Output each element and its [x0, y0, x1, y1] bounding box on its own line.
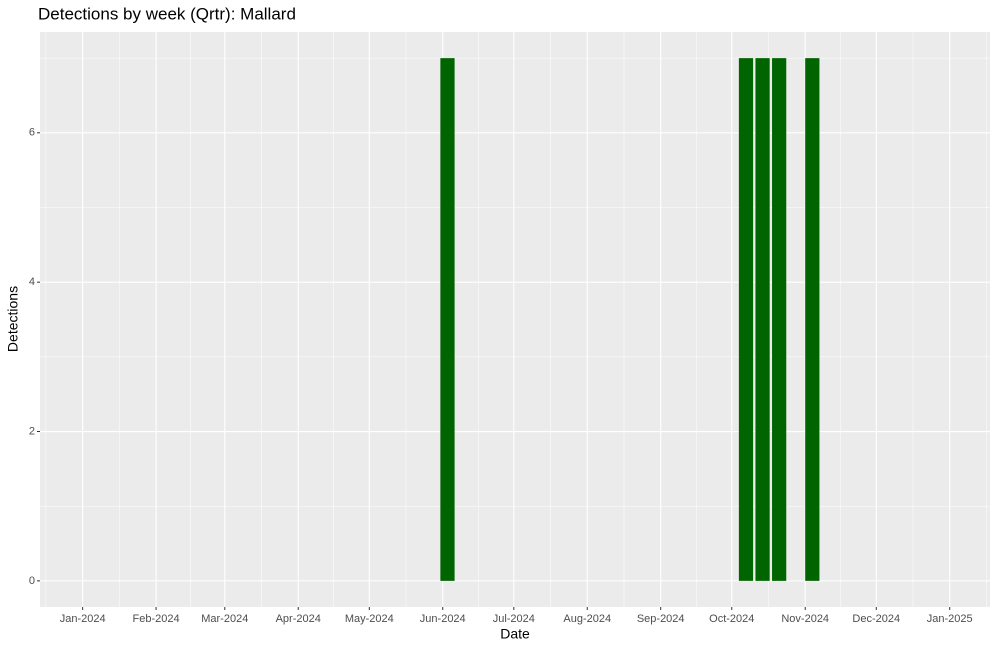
- x-tick-label: Dec-2024: [852, 613, 900, 625]
- bar: [772, 58, 787, 581]
- x-tick-label: Nov-2024: [781, 613, 829, 625]
- bar: [805, 58, 820, 581]
- y-tick-label: 6: [29, 127, 35, 139]
- x-tick-label: Jun-2024: [420, 613, 466, 625]
- chart-title: Detections by week (Qrtr): Mallard: [38, 4, 296, 23]
- x-axis-title: Date: [500, 626, 530, 642]
- x-tick-label: Sep-2024: [637, 613, 685, 625]
- bar: [440, 58, 455, 581]
- x-tick-label: Jan-2025: [927, 613, 973, 625]
- x-tick-label: Jan-2024: [60, 613, 106, 625]
- x-tick-label: Oct-2024: [709, 613, 754, 625]
- x-tick-label: Mar-2024: [201, 613, 248, 625]
- y-tick-label: 0: [29, 575, 35, 587]
- bar: [755, 58, 770, 581]
- x-tick-label: Feb-2024: [133, 613, 180, 625]
- y-tick-label: 2: [29, 425, 35, 437]
- panel: [40, 32, 990, 607]
- x-tick-label: Jul-2024: [493, 613, 535, 625]
- y-axis-title: Detections: [5, 286, 21, 352]
- bar: [738, 58, 754, 581]
- x-tick-label: May-2024: [345, 613, 394, 625]
- x-tick-label: Aug-2024: [563, 613, 611, 625]
- y-tick-label: 4: [29, 276, 35, 288]
- x-tick-label: Apr-2024: [276, 613, 321, 625]
